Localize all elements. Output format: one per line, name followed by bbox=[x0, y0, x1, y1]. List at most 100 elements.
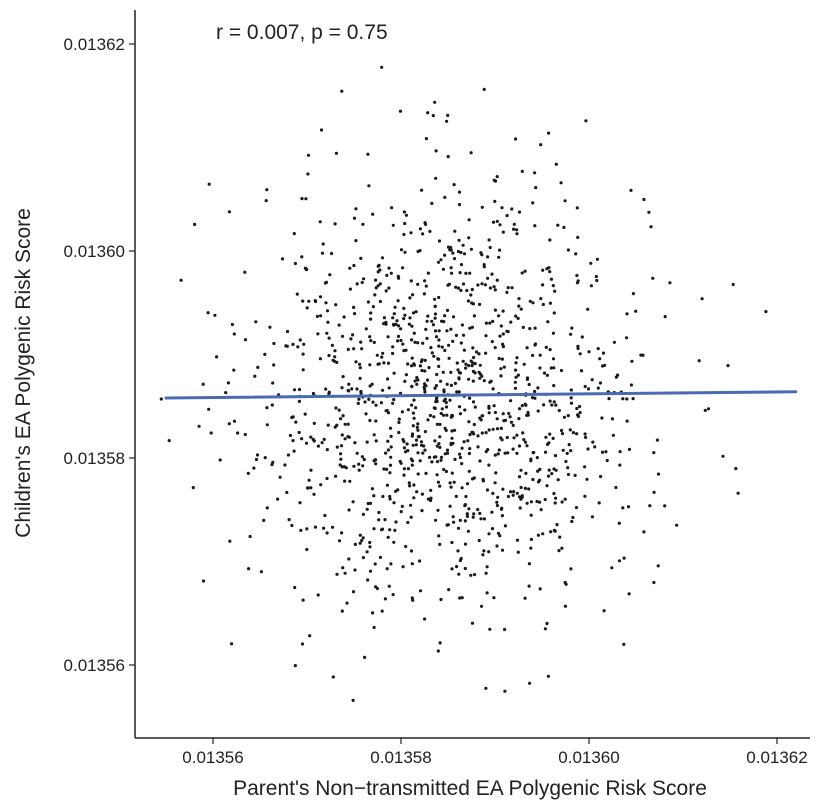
scatter-point bbox=[347, 383, 350, 386]
scatter-point bbox=[442, 268, 445, 271]
scatter-point bbox=[478, 303, 481, 306]
scatter-point bbox=[562, 226, 565, 229]
scatter-point bbox=[450, 249, 453, 252]
scatter-point bbox=[446, 449, 449, 452]
scatter-point bbox=[449, 371, 452, 374]
scatter-point bbox=[301, 642, 304, 645]
scatter-point bbox=[463, 349, 466, 352]
scatter-point bbox=[564, 460, 567, 463]
scatter-point bbox=[445, 429, 448, 432]
scatter-point bbox=[474, 362, 477, 365]
scatter-point bbox=[502, 332, 505, 335]
scatter-point bbox=[652, 581, 655, 584]
scatter-point bbox=[533, 171, 536, 174]
scatter-point bbox=[459, 559, 462, 562]
scatter-point bbox=[514, 137, 517, 140]
scatter-point bbox=[424, 430, 427, 433]
scatter-point bbox=[412, 496, 415, 499]
scatter-point bbox=[460, 263, 463, 266]
scatter-point bbox=[544, 498, 547, 501]
scatter-point bbox=[406, 362, 409, 365]
scatter-point bbox=[531, 301, 534, 304]
scatter-point bbox=[290, 524, 293, 527]
scatter-point bbox=[403, 467, 406, 470]
scatter-point bbox=[306, 487, 309, 490]
x-axis-title: Parent's Non−transmitted EA Polygenic Ri… bbox=[233, 777, 707, 800]
scatter-point bbox=[581, 335, 584, 338]
correlation-annotation: r = 0.007, p = 0.75 bbox=[216, 21, 388, 44]
scatter-point bbox=[425, 137, 428, 140]
scatter-point bbox=[486, 255, 489, 258]
scatter-point bbox=[618, 522, 621, 525]
scatter-point bbox=[433, 439, 436, 442]
scatter-point bbox=[468, 397, 471, 400]
scatter-point bbox=[256, 366, 259, 369]
scatter-point bbox=[487, 464, 490, 467]
scatter-point bbox=[341, 610, 344, 613]
scatter-point bbox=[726, 364, 729, 367]
scatter-point bbox=[528, 327, 531, 330]
scatter-point bbox=[481, 206, 484, 209]
scatter-point bbox=[527, 414, 530, 417]
scatter-point bbox=[449, 481, 452, 484]
scatter-point bbox=[545, 346, 548, 349]
scatter-point bbox=[366, 441, 369, 444]
scatter-point bbox=[537, 534, 540, 537]
scatter-point bbox=[625, 312, 628, 315]
scatter-point bbox=[410, 458, 413, 461]
scatter-point bbox=[432, 114, 435, 117]
scatter-point bbox=[472, 512, 475, 515]
scatter-point bbox=[625, 336, 628, 339]
scatter-point bbox=[334, 303, 337, 306]
scatter-point bbox=[570, 388, 573, 391]
scatter-point bbox=[403, 446, 406, 449]
scatter-point bbox=[385, 409, 388, 412]
scatter-point bbox=[299, 529, 302, 532]
scatter-point bbox=[616, 374, 619, 377]
scatter-point bbox=[388, 386, 391, 389]
scatter-point bbox=[435, 397, 438, 400]
scatter-point bbox=[362, 536, 365, 539]
scatter-point bbox=[232, 369, 235, 372]
scatter-point bbox=[595, 275, 598, 278]
scatter-point bbox=[547, 132, 550, 135]
scatter-point bbox=[455, 334, 458, 337]
scatter-point bbox=[453, 183, 456, 186]
scatter-point bbox=[481, 431, 484, 434]
scatter-point bbox=[462, 282, 465, 285]
scatter-point bbox=[350, 387, 353, 390]
scatter-point bbox=[423, 279, 426, 282]
scatter-point bbox=[441, 346, 444, 349]
scatter-point bbox=[464, 567, 467, 570]
scatter-point bbox=[458, 239, 461, 242]
scatter-point bbox=[536, 456, 539, 459]
scatter-point bbox=[472, 370, 475, 373]
scatter-point bbox=[349, 337, 352, 340]
scatter-point bbox=[471, 288, 474, 291]
scatter-point bbox=[394, 520, 397, 523]
scatter-point bbox=[355, 387, 358, 390]
scatter-point bbox=[584, 432, 587, 435]
scatter-point bbox=[272, 342, 275, 345]
scatter-point bbox=[319, 357, 322, 360]
scatter-point bbox=[421, 342, 424, 345]
scatter-point bbox=[450, 541, 453, 544]
scatter-point bbox=[416, 451, 419, 454]
scatter-point bbox=[479, 364, 482, 367]
scatter-point bbox=[426, 315, 429, 318]
scatter-point bbox=[411, 357, 414, 360]
scatter-point bbox=[434, 400, 437, 403]
scatter-point bbox=[457, 573, 460, 576]
scatter-point bbox=[450, 384, 453, 387]
scatter-point bbox=[402, 474, 405, 477]
scatter-point bbox=[423, 369, 426, 372]
scatter-point bbox=[372, 527, 375, 530]
scatter-point bbox=[628, 448, 631, 451]
scatter-point bbox=[482, 549, 485, 552]
scatter-point bbox=[552, 437, 555, 440]
scatter-point bbox=[287, 453, 290, 456]
scatter-point bbox=[481, 414, 484, 417]
scatter-point bbox=[305, 442, 308, 445]
scatter-point bbox=[319, 220, 322, 223]
scatter-point bbox=[575, 274, 578, 277]
